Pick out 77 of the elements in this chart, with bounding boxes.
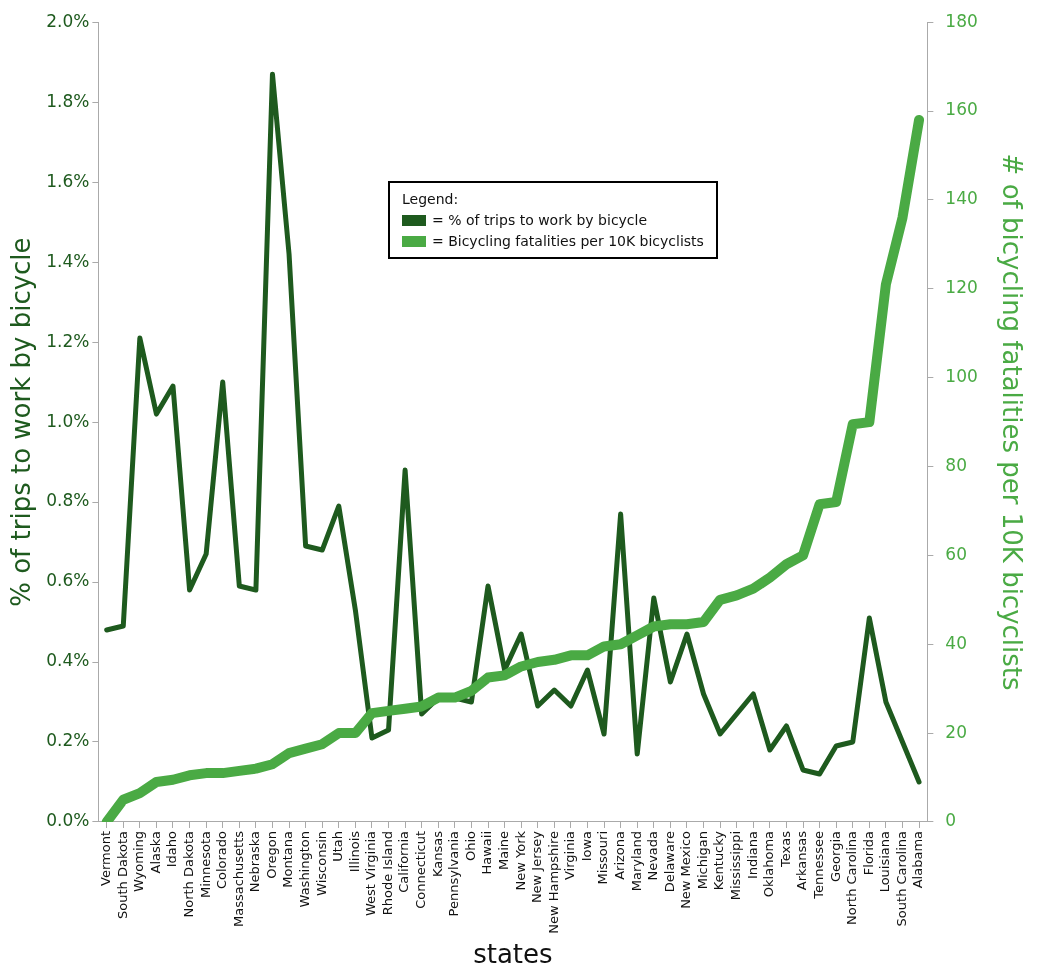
x-tick-label: Kansas [429,830,445,877]
y2-tick-label: 60 [945,543,967,564]
x-tick-label: Hawaii [479,830,495,875]
x-tick-label: Vermont [98,830,114,886]
x-tick-label: Maryland [628,830,644,892]
x-tick-label: Michigan [694,830,710,890]
y-tick-label: 0.2% [46,730,90,751]
y2-tick-label: 180 [945,10,978,31]
x-tick-label: California [396,830,412,893]
x-tick-label: Nevada [645,830,661,881]
x-tick-label: North Carolina [844,830,860,925]
x-tick-label: Massachusetts [230,830,246,928]
x-tick-label: Rhode Island [379,830,395,916]
y2-tick-label: 160 [945,99,978,120]
y2-tick-label: 100 [945,366,978,387]
y2-tick-label: 40 [945,632,967,653]
x-tick-label: Oregon [263,830,279,879]
x-tick-label: Illinois [346,830,362,873]
y-tick-label: 1.6% [46,170,90,191]
y2-tick-label: 0 [945,810,957,831]
legend-label: = Bicycling fatalities per 10K bicyclists [432,233,704,249]
x-tick-label: Wisconsin [313,830,329,896]
y2-tick-label: 140 [945,188,978,209]
x-tick-label: Pennsylvania [446,830,462,917]
x-tick-label: South Dakota [114,830,130,919]
x-tick-label: Iowa [578,830,594,862]
x-tick-label: Montana [280,830,296,888]
x-tick-label: Tennessee [810,830,826,900]
x-tick-label: Utah [330,830,346,862]
x-tick-label: Maine [495,830,511,871]
y-tick-label: 0.4% [46,650,90,671]
x-tick-label: Colorado [214,830,230,890]
x-tick-label: New Jersey [529,830,545,904]
y2-tick-label: 120 [945,277,978,298]
x-tick-label: Texas [777,830,793,868]
x-tick-label: Indiana [744,830,760,880]
x-tick-label: Louisiana [877,830,893,893]
x-tick-label: New Hampshire [545,830,561,934]
y-tick-label: 1.0% [46,410,90,431]
y-tick-label: 2.0% [46,10,90,31]
x-tick-label: Delaware [661,830,677,893]
x-tick-label: Kentucky [711,830,727,891]
x-tick-label: Georgia [827,830,843,882]
x-tick-label: Arkansas [794,830,810,891]
y2-tick-label: 80 [945,454,967,475]
x-tick-label: Alaska [147,830,163,874]
x-tick-label: Connecticut [413,830,429,909]
x-tick-label: Washington [297,830,312,908]
x-tick-label: New Mexico [678,830,694,909]
x-tick-label: South Carolina [893,830,909,927]
y-tick-label: 1.4% [46,250,90,271]
y-tick-label: 1.8% [46,90,90,111]
x-tick-label: Florida [860,830,876,876]
y-tick-label: 0.0% [46,810,90,831]
x-tick-label: Minnesota [197,830,213,899]
y-axis-title: % of trips to work by bicycle [6,237,37,607]
x-tick-label: Wyoming [131,830,147,893]
y-tick-label: 0.6% [46,570,90,591]
x-tick-label: New York [512,830,528,891]
y2-axis-title: # of bicycling fatalities per 10K bicyclists [996,153,1027,691]
x-tick-label: Missouri [595,830,611,885]
x-axis-title: states [473,939,553,970]
x-tick-label: Nebraska [247,830,263,893]
y-tick-label: 0.8% [46,490,90,511]
x-tick-label: Virginia [562,830,578,881]
legend-label: = % of trips to work by bicycle [432,212,648,228]
x-tick-label: Mississippi [728,830,744,901]
legend-title: Legend: [402,191,460,207]
x-tick-label: Oklahoma [761,830,777,898]
x-tick-label: North Dakota [180,830,196,918]
x-tick-label: West Virginia [363,830,379,917]
x-tick-label: Arizona [612,830,628,880]
x-tick-label: Alabama [910,830,926,889]
x-tick-label: Idaho [164,830,180,868]
y2-tick-label: 20 [945,721,967,742]
x-tick-label: Ohio [462,830,478,862]
y-tick-label: 1.2% [46,330,90,351]
